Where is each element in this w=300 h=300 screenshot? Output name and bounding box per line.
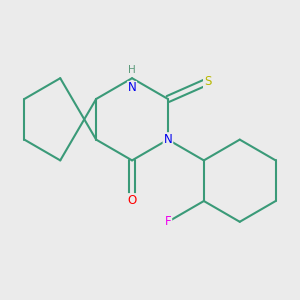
Text: F: F	[165, 215, 171, 228]
Text: H: H	[128, 65, 136, 75]
Text: O: O	[128, 194, 137, 207]
Text: N: N	[164, 133, 172, 146]
Text: S: S	[204, 75, 211, 88]
Text: N: N	[128, 82, 136, 94]
